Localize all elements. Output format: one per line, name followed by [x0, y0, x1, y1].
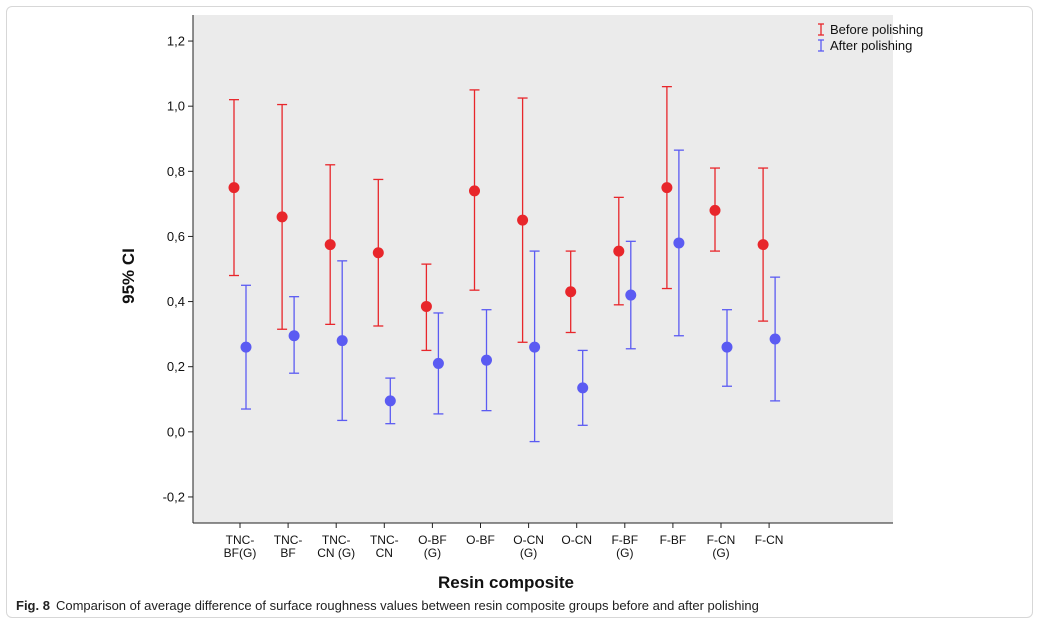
y-tick-label: 0,2 — [167, 359, 185, 374]
x-tick-label: F-CN (G) — [707, 533, 736, 560]
mean-point — [481, 354, 492, 366]
x-tick-label: F-CN — [755, 533, 784, 547]
y-axis: -0,2 0,0 0,2 0,4 0,6 0,8 1,0 1,2 — [163, 15, 194, 523]
x-tick-label: O-BF (G) — [418, 533, 447, 560]
mean-point — [661, 182, 673, 194]
mean-point — [517, 214, 529, 226]
figure-caption: Fig. 8 Comparison of average difference o… — [16, 598, 759, 613]
mean-point — [577, 382, 589, 394]
mean-point — [709, 204, 721, 216]
mean-point — [769, 333, 781, 345]
y-tick-label: 0,8 — [167, 164, 185, 179]
mean-point — [384, 395, 396, 407]
caption-text: Comparison of average difference of surf… — [55, 598, 759, 613]
mean-point — [240, 341, 252, 353]
x-tick-label: O-CN — [561, 533, 592, 547]
plot-area — [193, 15, 893, 523]
legend-label: Before polishing — [830, 22, 923, 37]
y-tick-label: 1,0 — [167, 99, 185, 114]
x-tick-label: TNC-BF(G) — [224, 533, 257, 560]
mean-point — [288, 330, 300, 342]
legend-label: After polishing — [830, 38, 912, 53]
mean-point — [276, 211, 288, 223]
mean-point — [757, 239, 769, 251]
y-tick-label: 1,2 — [167, 34, 185, 49]
x-axis-title: Resin composite — [438, 573, 574, 592]
mean-point — [469, 185, 480, 197]
x-axis: TNC-BF(G) TNC-BF TNC-CN (G) TNC-CN O-BF (G) O-… — [193, 522, 893, 560]
mean-point — [529, 341, 541, 353]
mean-point — [625, 289, 637, 301]
y-tick-label: 0,6 — [167, 229, 185, 244]
x-tick-label: F-BF (G) — [611, 533, 638, 560]
caption-label: Fig. 8 — [16, 598, 50, 613]
y-axis-title: 95% CI — [119, 248, 138, 304]
y-tick-label: -0,2 — [163, 489, 185, 504]
figure-frame — [6, 6, 1033, 618]
x-tick-label: F-BF — [660, 533, 687, 547]
mean-point — [372, 247, 384, 259]
mean-point — [721, 341, 733, 353]
mean-point — [228, 182, 240, 194]
mean-point — [673, 237, 685, 249]
plot-background — [193, 15, 893, 523]
y-tick-label: 0,4 — [167, 294, 185, 309]
x-tick-label: O-BF — [466, 533, 495, 547]
mean-point — [613, 245, 625, 257]
series-after-polishing — [240, 149, 781, 443]
x-tick-label: TNC-BF — [274, 533, 303, 560]
mean-point — [324, 239, 336, 251]
mean-point — [565, 286, 577, 298]
mean-point — [420, 300, 432, 312]
error-bar-chart: -0,20,00,20,40,60,81,01,2 TNC-BF(G)TNC-B… — [119, 15, 923, 592]
series-marks — [228, 85, 781, 443]
x-tick-label: TNC-CN — [370, 533, 399, 560]
mean-point — [432, 357, 444, 369]
x-tick-label: O-CN (G) — [513, 533, 544, 560]
x-tick-label: TNC-CN (G) — [317, 533, 355, 560]
y-tick-label: 0,0 — [167, 424, 185, 439]
mean-point — [336, 335, 348, 347]
series-before-polishing — [228, 85, 769, 352]
